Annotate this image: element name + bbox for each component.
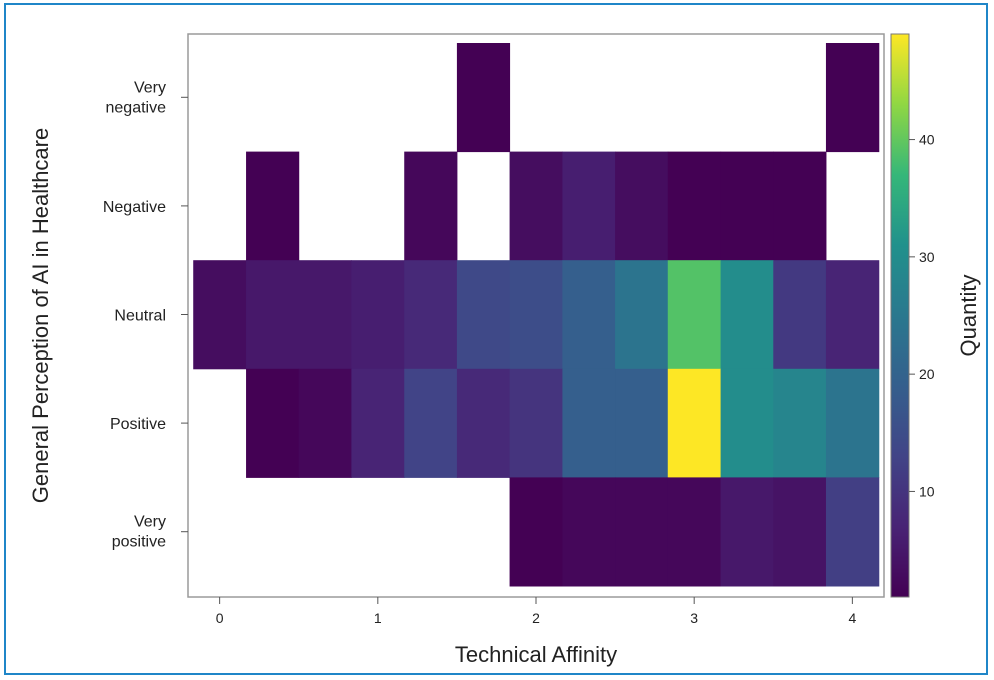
x-axis-title: Technical Affinity <box>455 642 617 667</box>
heatmap-cell <box>351 260 405 370</box>
heatmap-cell <box>825 43 880 153</box>
heatmap-cell <box>562 151 616 261</box>
x-tick-label: 1 <box>374 610 382 626</box>
heatmap-cell <box>456 43 511 153</box>
y-axis: Very negative Negative Neutral Positive Very p… <box>103 79 188 551</box>
y-tick-label: Very positive <box>112 514 166 551</box>
x-tick-label: 0 <box>216 610 224 626</box>
heatmap-cell <box>298 368 352 478</box>
heatmap-cell <box>562 260 616 370</box>
heatmap-cell <box>404 151 458 261</box>
heatmap-cell <box>404 368 458 478</box>
heatmap-cell <box>509 368 563 478</box>
colorbar <box>890 33 910 598</box>
x-axis: 0 1 2 3 4 <box>216 597 856 626</box>
heatmap-cell <box>720 477 774 587</box>
x-tick-label: 4 <box>848 610 856 626</box>
heatmap-cell <box>720 151 774 261</box>
heatmap-cell <box>509 151 563 261</box>
heatmap-cell <box>562 368 616 478</box>
figure-frame <box>4 3 988 675</box>
colorbar-ticks: 10 20 30 40 <box>909 132 935 499</box>
colorbar-title: Quantity <box>956 275 981 357</box>
heatmap-cell <box>720 368 774 478</box>
heatmap-cell <box>720 260 774 370</box>
y-axis-title: General Perception of AI in Healthcare <box>28 128 53 503</box>
heatmap-cell <box>404 260 458 370</box>
colorbar-tick-label: 40 <box>919 132 935 148</box>
heatmap-cell <box>667 477 722 587</box>
heatmap-cells <box>193 43 880 587</box>
heatmap-cell <box>615 260 669 370</box>
heatmap-cell <box>825 260 880 370</box>
heatmap-cell <box>562 477 616 587</box>
heatmap-cell <box>509 477 563 587</box>
heatmap-cell <box>298 260 352 370</box>
heatmap-cell <box>456 260 511 370</box>
heatmap-cell <box>773 151 827 261</box>
heatmap-cell <box>825 477 880 587</box>
heatmap-cell <box>615 151 669 261</box>
heatmap-cell <box>246 368 300 478</box>
heatmap-cell <box>667 368 722 478</box>
heatmap-cell <box>351 368 405 478</box>
y-tick-label: Neutral <box>114 308 166 325</box>
heatmap-cell <box>773 260 827 370</box>
heatmap-cell <box>615 368 669 478</box>
y-tick-label: Negative <box>103 199 166 216</box>
x-tick-label: 3 <box>690 610 698 626</box>
heatmap-cell <box>193 260 247 370</box>
heatmap-cell <box>825 368 880 478</box>
heatmap-cell <box>667 151 722 261</box>
colorbar-tick-label: 20 <box>919 366 935 382</box>
y-tick-label: Positive <box>110 416 166 433</box>
heatmap-cell <box>773 368 827 478</box>
heatmap-cell <box>667 260 722 370</box>
x-tick-label: 2 <box>532 610 540 626</box>
colorbar-tick-label: 30 <box>919 249 935 265</box>
heatmap-cell <box>509 260 563 370</box>
heatmap-cell <box>246 260 300 370</box>
colorbar-tick-label: 10 <box>919 483 935 499</box>
heatmap-cell <box>246 151 300 261</box>
heatmap-cell <box>615 477 669 587</box>
heatmap-cell <box>773 477 827 587</box>
heatmap-cell <box>456 368 511 478</box>
y-tick-label: Very negative <box>106 79 167 116</box>
